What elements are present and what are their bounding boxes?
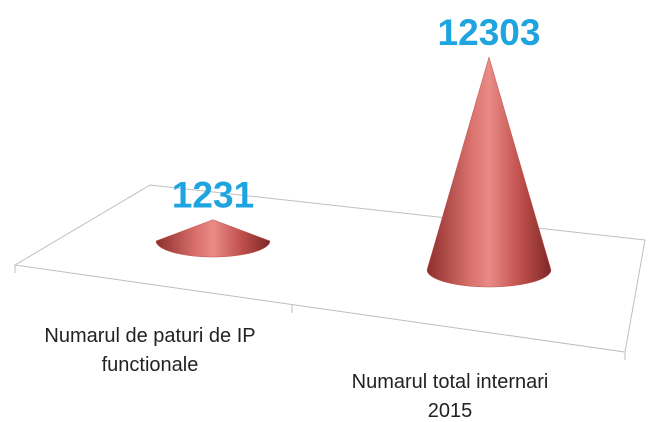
floor (13, 184, 646, 360)
category-label: Numarul de paturi de IP functionale (44, 325, 256, 376)
category-label: Numarul total internari 2015 (351, 371, 549, 422)
cone (155, 219, 271, 258)
data-label: 1231 (172, 175, 254, 216)
data-label: 12303 (438, 12, 541, 53)
floor-plane (13, 184, 646, 353)
cone (426, 56, 552, 288)
